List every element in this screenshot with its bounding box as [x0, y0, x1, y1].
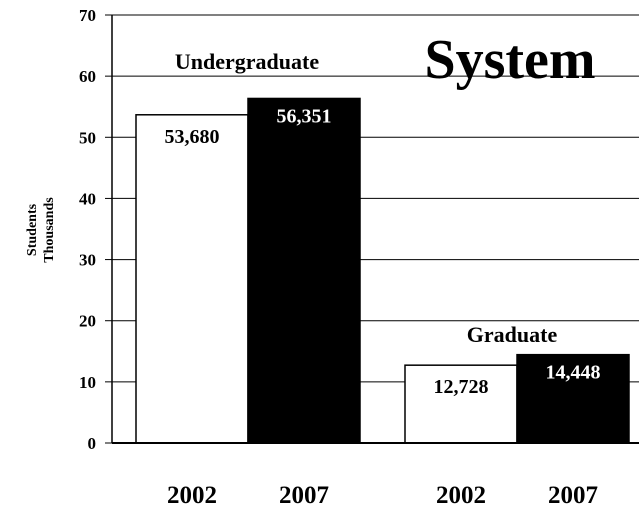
- group-label-graduate: Graduate: [467, 322, 558, 347]
- y-tick-label-50: 50: [79, 128, 96, 147]
- y-tick-label-10: 10: [79, 373, 96, 392]
- bar-undergraduate-2007: [247, 97, 361, 444]
- chart-title: System: [424, 29, 595, 91]
- bar-undergraduate-2002: [135, 114, 249, 444]
- axis-layer: 0 10 20 30 40 50 60 70: [79, 6, 639, 453]
- y-tick-label-60: 60: [79, 67, 96, 86]
- y-axis-label-line-2: Thousands: [42, 197, 57, 263]
- y-tick-label-0: 0: [88, 434, 97, 453]
- y-axis-label-line-1: Students: [25, 203, 40, 256]
- x-tick-label-undergraduate-2007: 2007: [279, 482, 329, 509]
- data-label-graduate-2002: 12,728: [434, 376, 489, 398]
- data-label-undergraduate-2002: 53,680: [165, 126, 220, 148]
- x-tick-label-graduate-2002: 2002: [436, 482, 486, 509]
- y-tick-label-20: 20: [79, 312, 96, 331]
- bar-graduate-2007: [516, 353, 630, 444]
- y-tick-label-40: 40: [79, 189, 96, 208]
- bars-layer: [135, 97, 630, 444]
- data-label-graduate-2007: 14,448: [546, 362, 601, 384]
- x-tick-label-undergraduate-2002: 2002: [167, 482, 217, 509]
- y-tick-label-70: 70: [79, 6, 96, 25]
- labels-layer: 53,680 2002 56,351 2007 12,728 2002 14,448 2007…: [165, 49, 601, 509]
- data-label-undergraduate-2007: 56,351: [277, 105, 332, 127]
- x-tick-label-graduate-2007: 2007: [548, 482, 598, 509]
- y-tick-label-30: 30: [79, 251, 96, 270]
- group-label-undergraduate: Undergraduate: [175, 49, 319, 74]
